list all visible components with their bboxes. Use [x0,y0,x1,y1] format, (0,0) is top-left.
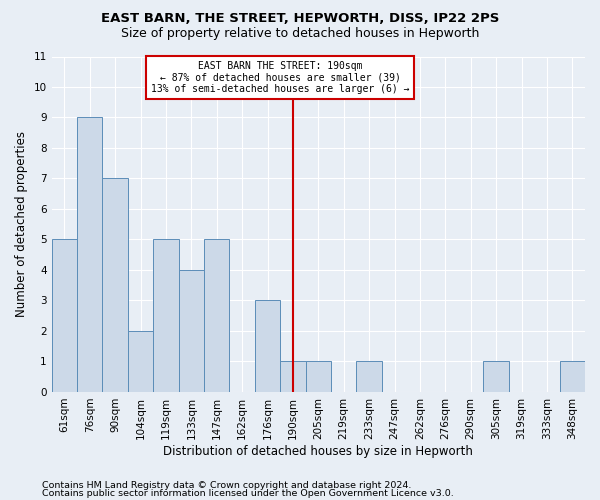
Bar [560,362,585,392]
Text: Size of property relative to detached houses in Hepworth: Size of property relative to detached ho… [121,28,479,40]
Text: EAST BARN THE STREET: 190sqm
← 87% of detached houses are smaller (39)
13% of se: EAST BARN THE STREET: 190sqm ← 87% of de… [151,61,409,94]
Bar [77,118,103,392]
Text: EAST BARN, THE STREET, HEPWORTH, DISS, IP22 2PS: EAST BARN, THE STREET, HEPWORTH, DISS, I… [101,12,499,26]
Bar [204,240,229,392]
Text: Contains public sector information licensed under the Open Government Licence v3: Contains public sector information licen… [42,490,454,498]
Bar [305,362,331,392]
Bar [255,300,280,392]
Bar [179,270,204,392]
Bar [484,362,509,392]
Bar [280,362,305,392]
Text: Contains HM Land Registry data © Crown copyright and database right 2024.: Contains HM Land Registry data © Crown c… [42,481,412,490]
X-axis label: Distribution of detached houses by size in Hepworth: Distribution of detached houses by size … [163,444,473,458]
Bar [153,240,179,392]
Bar [52,240,77,392]
Bar [103,178,128,392]
Y-axis label: Number of detached properties: Number of detached properties [15,131,28,317]
Bar [128,331,153,392]
Bar [356,362,382,392]
